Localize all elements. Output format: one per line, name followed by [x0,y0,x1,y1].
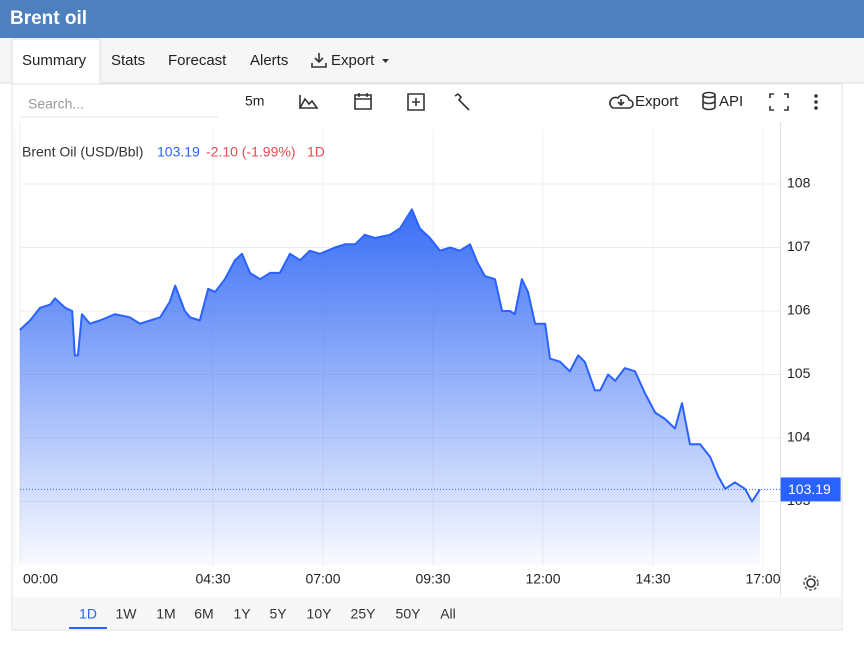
x-tick-label: 09:30 [415,571,450,587]
tab[interactable]: Export [331,52,375,69]
range-underline [69,627,107,629]
tab[interactable]: Stats [111,52,145,69]
tools-icon[interactable] [454,92,470,111]
range-bar [13,597,841,629]
range-button[interactable]: 50Y [396,606,422,622]
range-button[interactable]: 5Y [269,606,287,622]
range-button[interactable]: 1D [79,606,97,622]
calendar-icon[interactable] [354,93,372,110]
chart-type-icon[interactable] [298,95,319,109]
range-button[interactable]: 1M [156,606,175,622]
range-button[interactable]: All [440,606,456,622]
plot: 10310410510610710800:0004:3007:0009:3012… [14,122,841,596]
y-tick-label: 104 [787,429,811,445]
x-tick-label: 17:00 [745,571,780,587]
x-tick-label: 00:00 [23,571,58,587]
tab[interactable]: Forecast [168,52,227,69]
price-line [19,208,761,503]
legend-period: 1D [307,144,325,160]
legend-change: -2.10 (-1.99%) [206,144,295,160]
y-tick-label: 105 [787,365,811,381]
page-title: Brent oil [10,8,87,29]
y-tick-label: 106 [787,302,811,318]
api-button[interactable]: API [719,93,743,110]
cloud-export-icon[interactable] [609,94,634,109]
last-price-label: 103.19 [788,481,831,497]
download-icon [311,53,327,68]
active-tab[interactable] [11,38,101,85]
x-tick-label: 14:30 [635,571,670,587]
tab-bar [0,38,864,83]
x-tick-label: 12:00 [525,571,560,587]
legend-name: Brent Oil (USD/Bbl) [22,144,143,160]
tab[interactable]: Summary [22,52,87,69]
caret [382,59,389,63]
range-button[interactable]: 25Y [351,606,377,622]
x-tick-label: 04:30 [195,571,230,587]
tab[interactable]: Alerts [250,52,288,69]
area-fill [19,209,760,565]
y-tick-label: 108 [787,175,811,191]
range-button[interactable]: 6M [194,606,213,622]
search-box[interactable]: Search... [28,96,84,112]
settings-icon-ring [803,575,819,591]
legend-price: 103.19 [157,144,200,160]
api-icon[interactable] [702,91,716,111]
interval-button[interactable]: 5m [245,93,264,109]
fullscreen-icon[interactable] [769,93,789,111]
range-button[interactable]: 1Y [233,606,251,622]
indicator-icon[interactable] [407,93,425,111]
export-button[interactable]: Export [635,93,679,110]
header-bar [0,0,864,38]
settings-icon[interactable] [806,578,816,588]
range-button[interactable]: 1W [116,606,138,622]
range-buttons: 1D 1W 1M 6M 1Y 5Y 10Y 25Y 50Y All [69,606,456,629]
x-tick-label: 07:00 [305,571,340,587]
y-tick-label: 107 [787,238,811,254]
menu-icon[interactable] [814,94,818,110]
last-price-tag [780,477,841,502]
range-button[interactable]: 10Y [307,606,333,622]
